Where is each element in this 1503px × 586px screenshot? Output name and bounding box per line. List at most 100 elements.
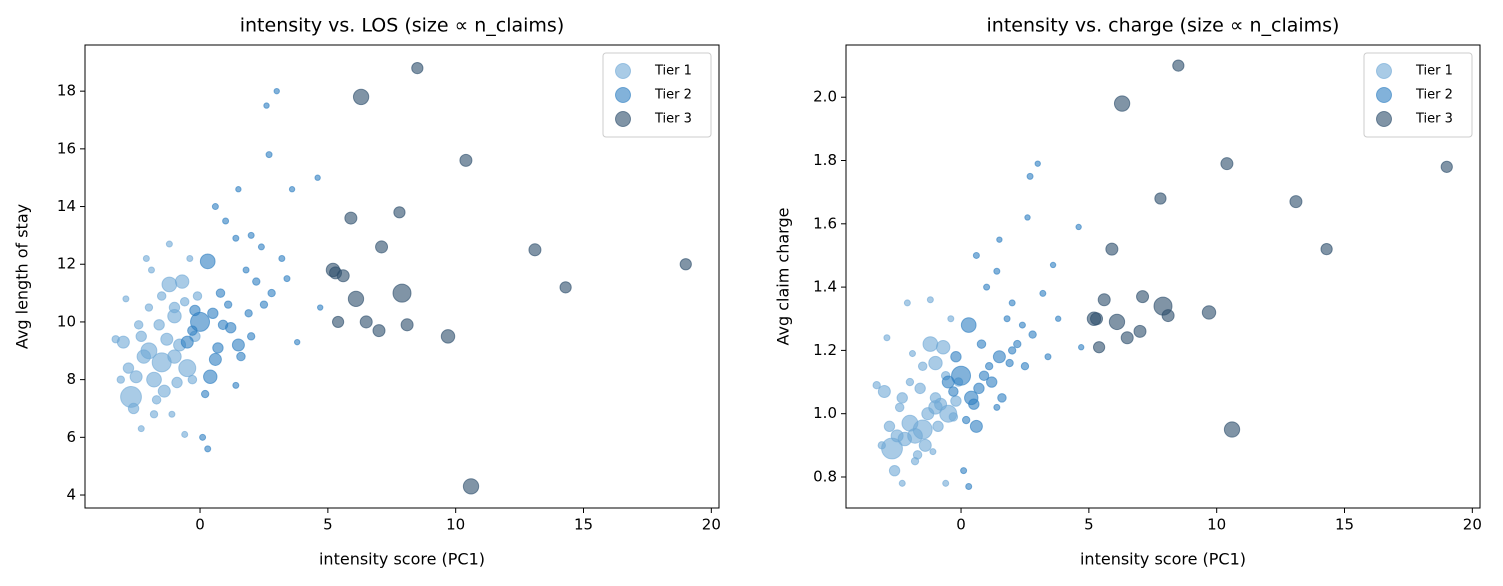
- point: [929, 392, 942, 404]
- point: [1113, 95, 1131, 112]
- legend-marker: [1376, 111, 1392, 127]
- point: [1289, 195, 1303, 209]
- point: [1220, 157, 1234, 171]
- point: [180, 335, 194, 349]
- point: [217, 319, 229, 331]
- point: [897, 431, 913, 447]
- legend-marker: [1376, 63, 1392, 79]
- point: [903, 299, 911, 307]
- point: [207, 307, 219, 319]
- point: [242, 266, 250, 274]
- legend: Tier 1 Tier 2 Tier 3: [602, 52, 712, 138]
- point: [147, 266, 155, 274]
- point: [168, 301, 181, 314]
- point: [917, 361, 928, 371]
- point: [926, 296, 934, 304]
- point: [200, 389, 210, 399]
- point: [1075, 223, 1082, 231]
- point: [199, 433, 207, 441]
- y-tick-label: 10: [57, 312, 76, 330]
- y-tick-label: 16: [57, 139, 76, 157]
- point: [352, 88, 370, 106]
- point: [146, 371, 162, 388]
- point: [231, 338, 245, 352]
- point: [1005, 358, 1014, 368]
- point: [883, 420, 896, 433]
- legend-marker: [615, 63, 631, 79]
- panel-title: intensity vs. LOS (size ∝ n_claims): [240, 15, 565, 37]
- point: [1003, 315, 1011, 323]
- point: [1092, 341, 1106, 354]
- y-tick-label: 1.8: [813, 151, 837, 169]
- point: [1120, 331, 1134, 345]
- point: [1054, 315, 1062, 322]
- point: [192, 291, 203, 301]
- point: [914, 382, 926, 395]
- point: [965, 482, 973, 490]
- point: [235, 186, 242, 193]
- point: [912, 450, 923, 460]
- point: [122, 295, 130, 303]
- point: [160, 332, 174, 346]
- point: [898, 479, 906, 487]
- point: [215, 288, 226, 298]
- x-tick-label: 20: [1463, 516, 1482, 534]
- x-tick-label: 0: [956, 516, 966, 534]
- y-tick-label: 12: [57, 255, 76, 273]
- y-tick-label: 2.0: [813, 88, 837, 106]
- point: [459, 153, 473, 167]
- point: [278, 254, 286, 262]
- y-axis-label: Avg claim charge: [774, 208, 793, 346]
- point: [157, 384, 171, 398]
- y-tick-label: 18: [57, 82, 76, 100]
- point: [178, 359, 197, 378]
- legend: Tier 1 Tier 2 Tier 3: [1363, 52, 1473, 138]
- point: [950, 351, 962, 363]
- point: [1008, 299, 1016, 307]
- point: [187, 374, 198, 385]
- axes-frame: [845, 44, 1481, 509]
- panel: intensity vs. LOS (size ∝ n_claims) 0 5 10 1…: [13, 15, 721, 569]
- point: [888, 464, 901, 477]
- point: [877, 441, 886, 450]
- point: [181, 430, 189, 438]
- legend-marker: [615, 111, 631, 127]
- point: [1026, 172, 1034, 180]
- point: [942, 479, 950, 487]
- point: [921, 407, 935, 421]
- point: [1086, 311, 1102, 326]
- point: [976, 339, 987, 349]
- point: [950, 395, 962, 407]
- point: [972, 251, 980, 259]
- point: [203, 369, 218, 384]
- point: [993, 403, 1001, 411]
- point: [222, 217, 230, 225]
- point: [179, 296, 190, 307]
- point: [259, 300, 269, 309]
- point: [935, 340, 951, 355]
- point: [111, 335, 120, 344]
- point: [317, 304, 324, 311]
- point: [1154, 192, 1167, 205]
- point: [948, 412, 959, 422]
- point: [894, 402, 905, 413]
- x-tick-label: 15: [1335, 516, 1354, 534]
- legend-label: Tier 2: [654, 88, 692, 103]
- panel-title: intensity vs. charge (size ∝ n_claims): [987, 15, 1340, 37]
- point: [161, 276, 178, 293]
- point: [929, 448, 937, 456]
- point: [116, 375, 125, 384]
- point: [872, 381, 881, 390]
- point: [1028, 330, 1037, 339]
- point: [997, 393, 1007, 403]
- y-tick-label: 1.6: [813, 214, 837, 232]
- point: [922, 336, 939, 352]
- point: [1440, 160, 1453, 173]
- point: [174, 274, 190, 289]
- point: [896, 392, 908, 404]
- point: [247, 231, 255, 239]
- point: [1039, 289, 1047, 297]
- point: [1105, 242, 1119, 256]
- point: [528, 243, 542, 257]
